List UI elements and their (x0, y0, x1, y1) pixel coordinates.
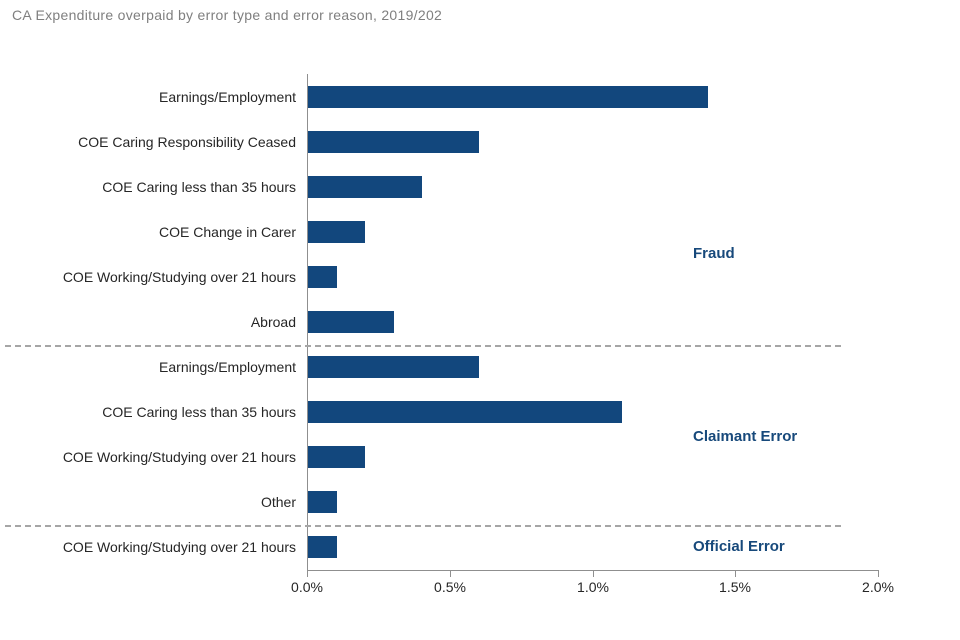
x-tick-label: 2.0% (862, 579, 894, 595)
bar (308, 536, 337, 558)
chart-title: CA Expenditure overpaid by error type an… (12, 7, 443, 23)
x-tick-label: 0.5% (434, 579, 466, 595)
x-axis-line (307, 570, 878, 571)
category-label: Earnings/Employment (159, 89, 296, 105)
y-axis-line (307, 74, 308, 570)
category-label: COE Caring Responsibility Ceased (78, 134, 296, 150)
category-label: COE Working/Studying over 21 hours (62, 449, 296, 465)
category-label: COE Caring less than 35 hours (102, 404, 296, 420)
x-tick-label: 1.5% (719, 579, 751, 595)
bar (308, 221, 365, 243)
bar (308, 491, 337, 513)
group-label-fraud: Fraud (693, 245, 735, 262)
bar (308, 356, 479, 378)
category-label: COE Working/Studying over 21 hours (62, 539, 296, 555)
group-label-claimant-error: Claimant Error (693, 428, 798, 445)
category-label: Earnings/Employment (159, 359, 296, 375)
bar (308, 266, 337, 288)
category-label: COE Caring less than 35 hours (102, 179, 296, 195)
x-tick-label: 0.0% (291, 579, 323, 595)
x-tick (307, 570, 308, 577)
x-tick (593, 570, 594, 577)
category-label: Abroad (250, 314, 296, 330)
group-label-official-error: Official Error (693, 538, 785, 555)
group-divider (5, 525, 843, 527)
x-tick (735, 570, 736, 577)
x-tick (450, 570, 451, 577)
bar (308, 131, 479, 153)
bar (308, 176, 422, 198)
category-label: Other (260, 494, 296, 510)
category-label: COE Change in Carer (159, 224, 296, 240)
x-tick (878, 570, 879, 577)
bar (308, 311, 394, 333)
category-label: COE Working/Studying over 21 hours (62, 269, 296, 285)
bar (308, 86, 708, 108)
group-divider (5, 345, 843, 347)
x-tick-label: 1.0% (577, 579, 609, 595)
bar (308, 401, 622, 423)
bar (308, 446, 365, 468)
